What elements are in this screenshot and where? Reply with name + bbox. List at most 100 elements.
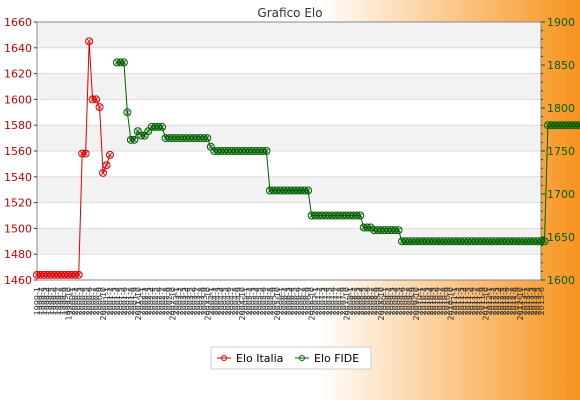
x-tick-label: 2011-1 bbox=[450, 287, 459, 315]
x-tick-label: 2000-2 bbox=[71, 287, 80, 315]
x-tick-label: 2000-8 bbox=[92, 287, 101, 315]
data-point bbox=[575, 121, 580, 130]
x-tick-label: 2008-3 bbox=[353, 287, 362, 315]
data-point bbox=[394, 226, 403, 235]
x-tick-label: 2001-8 bbox=[127, 287, 136, 315]
x-tick-label: 2010-3 bbox=[422, 287, 431, 315]
data-point bbox=[92, 95, 101, 104]
data-point bbox=[304, 186, 313, 195]
x-tick-label: 2009-3 bbox=[388, 287, 397, 315]
data-point-marker bbox=[76, 272, 81, 278]
x-tick-label: 2003-4 bbox=[182, 287, 191, 315]
x-tick-label: 2004-10 bbox=[238, 287, 247, 320]
x-tick-label: 2010-6 bbox=[433, 287, 442, 315]
x-tick-label: 2012-3 bbox=[492, 287, 501, 315]
legend-entry-elo-italia-label: Elo Italia bbox=[236, 352, 283, 365]
data-point-marker bbox=[83, 151, 88, 156]
x-tick-label: 2001-3 bbox=[109, 287, 118, 315]
x-tick-label: 2013-6 bbox=[537, 287, 546, 315]
data-point-marker bbox=[264, 148, 269, 154]
x-tick-label: 2004-5 bbox=[221, 287, 230, 315]
x-tick-label: 2006-5 bbox=[290, 287, 299, 315]
x-tick-label: 2012-9 bbox=[513, 287, 522, 315]
x-tick-label: 2009-5 bbox=[394, 287, 403, 315]
x-tick-label: 1999-7 bbox=[54, 287, 63, 315]
left-axis-tick-label: 1500 bbox=[4, 222, 32, 235]
x-tick-label: 1999-9 bbox=[61, 287, 70, 315]
data-point bbox=[158, 122, 167, 131]
legend-swatch-marker bbox=[299, 355, 305, 361]
x-tick-label: 2002-1 bbox=[137, 287, 146, 315]
x-tick-label: 2005-7 bbox=[262, 287, 271, 315]
x-tick-label: 2002-2 bbox=[141, 287, 150, 315]
x-tick-label: 2005-8 bbox=[266, 287, 275, 315]
x-tick-label: 1999-8 bbox=[57, 287, 66, 315]
x-tick-label: 2011-7 bbox=[471, 287, 480, 315]
x-tick-label: 2009-7 bbox=[401, 287, 410, 315]
x-tick-label: 2009-1 bbox=[381, 287, 390, 315]
x-tick-label: 2012-8 bbox=[509, 287, 518, 315]
data-point-marker bbox=[542, 239, 547, 244]
x-tick-label: 2009-2 bbox=[384, 287, 393, 315]
data-point-marker bbox=[86, 39, 92, 44]
x-tick-label: 2010-4 bbox=[426, 287, 435, 315]
x-tick-label: 2008-4 bbox=[356, 287, 365, 315]
x-tick-label: 2009-6 bbox=[398, 287, 407, 315]
x-tick-label: 2003-2 bbox=[176, 287, 185, 315]
x-tick-label: 2007-3 bbox=[318, 287, 327, 315]
x-tick-label: 2010-2 bbox=[419, 287, 428, 315]
x-tick-label: 2011-8 bbox=[474, 287, 483, 315]
x-tick-label: 2010-1 bbox=[415, 287, 424, 315]
x-tick-label: 2005-6 bbox=[259, 287, 268, 315]
x-tick-label: 2010-5 bbox=[429, 287, 438, 315]
data-point-marker bbox=[104, 162, 109, 168]
x-tick-label: 2004-7 bbox=[228, 287, 237, 315]
x-tick-label: 2000-5 bbox=[82, 287, 91, 315]
x-tick-label: 2008-9 bbox=[374, 287, 383, 315]
x-tick-label: 2000-1 bbox=[68, 287, 77, 315]
x-tick-label: 2010-7 bbox=[436, 287, 445, 315]
x-tick-label: 2013-1 bbox=[520, 287, 529, 315]
data-point-marker bbox=[205, 135, 210, 141]
data-point bbox=[130, 135, 139, 144]
left-axis-tick-label: 1520 bbox=[4, 197, 32, 210]
data-point-marker bbox=[159, 124, 165, 130]
x-tick-label: 2009-10 bbox=[412, 287, 421, 320]
x-tick-label: 1999-3 bbox=[40, 287, 49, 315]
legend-swatch-marker bbox=[221, 355, 227, 361]
x-tick-label: 2001-1 bbox=[103, 287, 112, 315]
x-tick-label: 2005-3 bbox=[249, 287, 258, 315]
x-tick-label: 1999-6 bbox=[50, 287, 59, 315]
x-tick-label: 2004-3 bbox=[214, 287, 223, 315]
x-tick-label: 2002-7 bbox=[158, 287, 167, 315]
data-point bbox=[95, 103, 104, 112]
left-axis-tick-label: 1640 bbox=[4, 42, 32, 55]
x-tick-label: 2002-6 bbox=[155, 287, 164, 315]
x-tick-label: 2007-7 bbox=[332, 287, 341, 315]
x-tick-label: 2007-10 bbox=[342, 287, 351, 320]
x-tick-label: 2009-4 bbox=[391, 287, 400, 315]
x-tick-label: 2008-2 bbox=[349, 287, 358, 315]
data-point bbox=[203, 134, 212, 143]
x-tick-label: 2004-8 bbox=[231, 287, 240, 315]
x-tick-label: 2004-6 bbox=[224, 287, 233, 315]
left-axis-tick-label: 1560 bbox=[4, 145, 32, 158]
x-tick-label: 2001-2 bbox=[106, 287, 115, 315]
x-tick-label: 2011-4 bbox=[461, 287, 470, 315]
x-tick-label: 2003-10 bbox=[203, 287, 212, 320]
legend: Elo Italia Elo FIDE bbox=[210, 346, 372, 370]
x-tick-label: 2007-2 bbox=[315, 287, 324, 315]
x-tick-label: 2012-10 bbox=[516, 287, 525, 320]
left-axis-tick-label: 1480 bbox=[4, 248, 32, 261]
data-point-marker bbox=[97, 104, 102, 110]
x-tick-label: 2008-6 bbox=[363, 287, 372, 315]
x-tick-label: 1999-1 bbox=[33, 287, 42, 315]
x-tick-label: 2008-5 bbox=[360, 287, 369, 315]
left-axis-tick-label: 1580 bbox=[4, 119, 32, 132]
data-point-marker bbox=[357, 213, 363, 218]
x-tick-label: 2011-9 bbox=[478, 287, 487, 315]
right-axis-tick-label: 1850 bbox=[547, 59, 575, 72]
x-tick-label: 2000-6 bbox=[85, 287, 94, 315]
right-axis-tick-label: 1650 bbox=[547, 231, 575, 244]
